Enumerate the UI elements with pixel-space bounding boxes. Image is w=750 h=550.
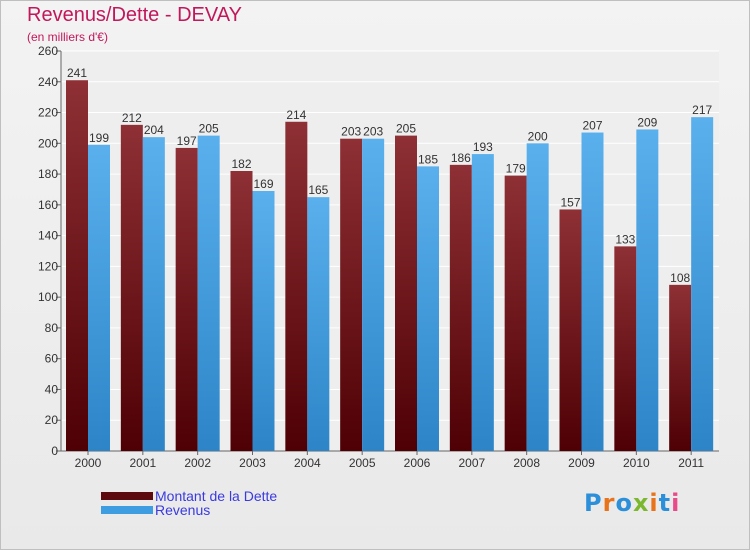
data-label-revenus-2003: 169 <box>253 177 273 191</box>
data-label-revenus-2000: 199 <box>89 131 109 145</box>
bar-revenus-2011 <box>691 117 714 452</box>
bar-revenus-2008 <box>526 143 549 452</box>
x-tick-label: 2005 <box>349 456 376 470</box>
x-tick-label: 2011 <box>678 456 704 470</box>
y-tick-label: 200 <box>38 136 58 150</box>
y-tick-label: 220 <box>38 106 58 120</box>
y-tick-label: 160 <box>38 198 58 212</box>
data-label-dette-2009: 157 <box>560 195 580 209</box>
y-tick-label: 140 <box>38 229 58 243</box>
x-tick-label: 2001 <box>129 456 156 470</box>
y-tick-label: 240 <box>38 75 58 89</box>
plot-area <box>61 51 719 451</box>
bar-revenus-2001 <box>142 137 165 451</box>
chart-title: Revenus/Dette - DEVAY <box>27 4 242 26</box>
y-tick-label: 120 <box>38 259 58 273</box>
bar-dette-2001 <box>120 124 143 451</box>
x-tick-label: 2008 <box>513 456 540 470</box>
legend-swatch-dette <box>101 492 153 500</box>
data-label-revenus-2005: 203 <box>363 125 383 139</box>
bar-dette-2005 <box>340 138 363 451</box>
x-tick-label: 2009 <box>568 456 595 470</box>
data-label-revenus-2010: 209 <box>637 115 657 129</box>
legend-label-revenus: Revenus <box>155 502 211 518</box>
y-tick-label: 260 <box>38 44 58 58</box>
bar-dette-2000 <box>66 80 88 451</box>
legend-label-dette: Montant de la Dette <box>155 488 278 504</box>
x-tick-label: 2003 <box>239 456 266 470</box>
bar-revenus-2007 <box>471 154 494 452</box>
x-tick-label: 2007 <box>458 456 485 470</box>
data-label-dette-2004: 214 <box>286 108 306 122</box>
bar-dette-2003 <box>230 171 253 451</box>
y-tick-label: 20 <box>45 413 59 427</box>
bar-revenus-2002 <box>197 135 220 451</box>
y-tick-label: 100 <box>38 290 58 304</box>
legend-swatch-revenus <box>101 506 153 514</box>
bar-dette-2002 <box>175 147 198 451</box>
x-tick-label: 2010 <box>623 456 650 470</box>
y-tick-label: 180 <box>38 167 58 181</box>
bar-dette-2008 <box>504 175 527 451</box>
data-label-dette-2007: 186 <box>451 151 471 165</box>
bar-dette-2007 <box>449 164 472 451</box>
data-label-dette-2006: 205 <box>396 122 416 136</box>
x-tick-label: 2004 <box>294 456 321 470</box>
proxiti-logo: Proxiti <box>584 489 681 517</box>
bar-revenus-2000 <box>88 144 110 451</box>
y-tick-label: 60 <box>45 352 59 366</box>
bar-revenus-2003 <box>252 191 275 451</box>
data-label-dette-2000: 241 <box>67 66 87 80</box>
bar-revenus-2005 <box>362 138 385 451</box>
data-label-dette-2002: 197 <box>177 134 197 148</box>
data-label-revenus-2004: 165 <box>308 183 328 197</box>
y-tick-label: 40 <box>45 382 59 396</box>
x-tick-label: 2006 <box>404 456 431 470</box>
data-label-revenus-2011: 217 <box>692 103 712 117</box>
bar-revenus-2006 <box>417 166 439 451</box>
bar-dette-2011 <box>669 284 692 451</box>
bar-dette-2009 <box>559 209 582 451</box>
data-label-revenus-2009: 207 <box>582 119 602 133</box>
bar-dette-2006 <box>395 135 417 451</box>
data-label-revenus-2001: 204 <box>144 123 164 137</box>
data-label-revenus-2006: 185 <box>418 152 438 166</box>
data-label-dette-2010: 133 <box>615 232 635 246</box>
x-tick-label: 2000 <box>75 456 102 470</box>
legend-item-dette: Montant de la Dette <box>101 488 278 504</box>
y-tick-label: 0 <box>51 444 58 458</box>
bar-revenus-2010 <box>636 129 659 451</box>
data-label-dette-2001: 212 <box>122 111 142 125</box>
x-tick-label: 2002 <box>184 456 211 470</box>
data-label-dette-2003: 182 <box>231 157 251 171</box>
bar-revenus-2004 <box>307 197 330 451</box>
bar-dette-2010 <box>614 246 637 451</box>
bar-revenus-2009 <box>581 132 604 452</box>
data-label-dette-2008: 179 <box>506 162 526 176</box>
y-tick-label: 80 <box>45 321 59 335</box>
legend-item-revenus: Revenus <box>101 502 211 518</box>
data-label-revenus-2008: 200 <box>528 129 548 143</box>
data-label-revenus-2007: 193 <box>473 140 493 154</box>
chart-subtitle: (en milliers d'€) <box>27 30 108 44</box>
data-label-revenus-2002: 205 <box>199 122 219 136</box>
bar-dette-2004 <box>285 121 308 452</box>
data-label-dette-2005: 203 <box>341 125 361 139</box>
data-label-dette-2011: 108 <box>670 271 690 285</box>
